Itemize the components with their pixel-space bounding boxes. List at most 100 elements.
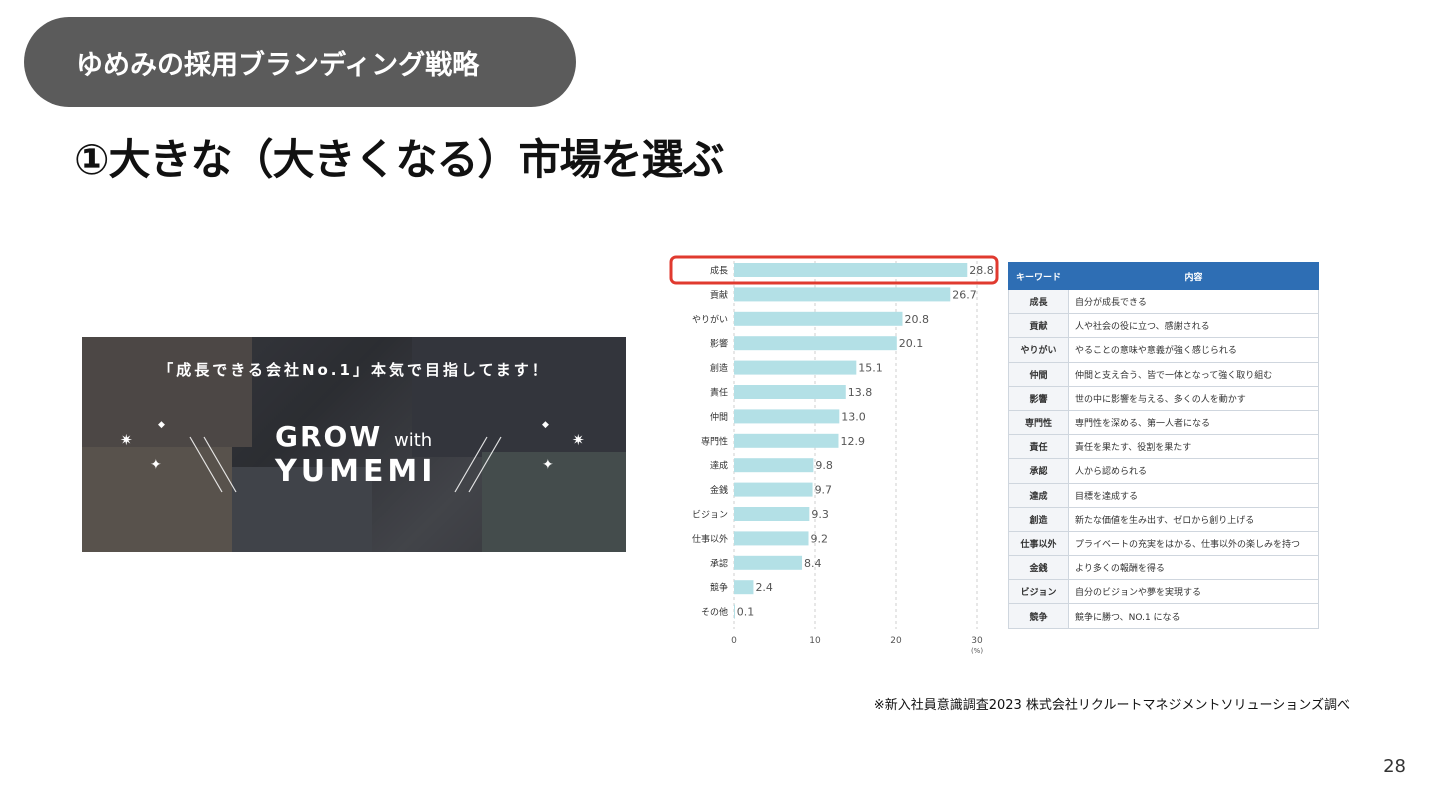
svg-text:✷: ✷ — [572, 431, 585, 449]
keyword-header: キーワード — [1008, 262, 1069, 290]
category-label: その他 — [701, 606, 728, 618]
keyword-cell: 仕事以外 — [1008, 530, 1069, 557]
category-label: 競争 — [710, 582, 728, 594]
keyword-cell: 承認 — [1008, 458, 1069, 484]
keyword-cell: 責任 — [1008, 434, 1069, 460]
keyword-cell: 貢献 — [1008, 313, 1069, 339]
bar — [734, 433, 839, 448]
description-cell: 人から認められる — [1068, 458, 1319, 484]
value-label: 9.7 — [815, 484, 833, 497]
value-label: 28.8 — [969, 264, 994, 277]
bar — [734, 482, 813, 497]
description-cell: プライベートの充実をはかる、仕事以外の楽しみを持つ — [1068, 530, 1319, 557]
category-label: 創造 — [710, 362, 728, 374]
description-cell: 新たな価値を生み出す、ゼロから創り上げる — [1068, 506, 1319, 532]
x-tick-label: 0 — [731, 636, 737, 646]
keyword-cell: 競争 — [1008, 603, 1069, 629]
description-cell: 人や社会の役に立つ、感謝される — [1068, 313, 1319, 339]
keyword-cell: 仲間 — [1008, 361, 1069, 387]
value-label: 2.4 — [755, 581, 773, 594]
keyword-table: キーワード 内容 成長 自分が成長できる 貢献 人や社会の役に立つ、感謝される やりがい… — [1008, 262, 1319, 629]
bar — [734, 409, 840, 424]
value-label: 9.2 — [811, 532, 829, 545]
table-row: ビジョン 自分のビジョンや夢を実現する — [1008, 579, 1319, 605]
category-label: 仲間 — [710, 411, 728, 423]
description-cell: 専門性を深める、第一人者になる — [1068, 409, 1319, 436]
banner-tagline: 「成長できる会社No.1」本気で目指してます！ — [158, 361, 550, 379]
photo-tile — [232, 467, 372, 552]
description-cell: より多くの報酬を得る — [1068, 555, 1319, 581]
value-label: 26.7 — [952, 288, 977, 301]
description-cell: 仲間と支え合う、皆で一体となって強く取り組む — [1068, 361, 1319, 387]
x-tick-label: 10 — [809, 636, 821, 646]
svg-text:◆: ◆ — [158, 420, 165, 430]
table-row: やりがい やることの意味や意義が強く感じられる — [1008, 337, 1319, 363]
x-tick-label: 20 — [890, 636, 902, 646]
bar — [734, 263, 968, 277]
keyword-cell: 達成 — [1008, 482, 1069, 508]
grow-with-yumemi-logo: GROW with YUMEMI — [275, 423, 436, 487]
description-cell: 自分が成長できる — [1068, 288, 1319, 315]
category-label: 金銭 — [710, 484, 728, 496]
svg-text:✷: ✷ — [120, 431, 133, 449]
keyword-cell: 金銭 — [1008, 555, 1069, 581]
value-label: 0.1 — [737, 606, 755, 619]
category-label: ビジョン — [692, 510, 728, 521]
table-row: 創造 新たな価値を生み出す、ゼロから創り上げる — [1008, 506, 1319, 532]
page-number: 28 — [1383, 756, 1406, 777]
description-cell: 自分のビジョンや夢を実現する — [1068, 579, 1319, 605]
table-row: 貢献 人や社会の役に立つ、感謝される — [1008, 313, 1319, 339]
bar — [734, 311, 903, 326]
svg-text:✦: ✦ — [542, 457, 554, 473]
bar — [734, 360, 857, 375]
table-row: 承認 人から認められる — [1008, 458, 1319, 484]
photo-tile — [82, 337, 252, 447]
logo-yumemi: YUMEMI — [275, 454, 437, 489]
bar — [734, 336, 897, 351]
photo-tile — [412, 337, 626, 457]
table-row: 成長 自分が成長できる — [1008, 288, 1319, 315]
table-row: 金銭 より多くの報酬を得る — [1008, 555, 1319, 581]
category-label: 承認 — [710, 557, 728, 569]
slide-title: ①大きな（大きくなる）市場を選ぶ — [74, 135, 725, 184]
value-label: 15.1 — [858, 362, 883, 375]
bar — [734, 287, 951, 302]
category-label: 専門性 — [701, 435, 728, 447]
source-note: ※新入社員意識調査2023 株式会社リクルートマネジメントソリューションズ調べ — [873, 698, 1350, 713]
section-title: ゆめみの採用ブランディング戦略 — [76, 49, 480, 81]
keyword-cell: 創造 — [1008, 506, 1069, 532]
description-header: 内容 — [1068, 262, 1319, 290]
keyword-cell: やりがい — [1008, 337, 1069, 363]
banner-decoration: ✷ ✦ ◆ ✷ ✦ ◆ — [120, 420, 585, 493]
unit-label: (%) — [971, 647, 983, 655]
bar — [734, 580, 754, 595]
table-row: 達成 目標を達成する — [1008, 482, 1319, 508]
value-label: 8.4 — [804, 557, 822, 570]
photo-tile — [82, 447, 232, 552]
keyword-cell: 影響 — [1008, 385, 1069, 411]
table-row: 仕事以外 プライベートの充実をはかる、仕事以外の楽しみを持つ — [1008, 530, 1319, 557]
category-label: 責任 — [710, 387, 728, 399]
table-row: 競争 競争に勝つ、NO.1 になる — [1008, 603, 1319, 629]
category-label: 成長 — [710, 265, 728, 277]
x-tick-label: 30 — [971, 636, 983, 646]
value-label: 12.9 — [840, 435, 865, 448]
keyword-cell: 専門性 — [1008, 409, 1069, 436]
bar — [734, 604, 735, 619]
motivation-bar-chart: 0 10 20 30(%) 成長 28.8 貢献 26.7 やりがい 20.8 影響 20.1 創造 15… — [669, 255, 999, 655]
bar — [734, 507, 810, 521]
bar — [734, 555, 803, 570]
svg-text:◆: ◆ — [542, 420, 549, 430]
table-row: 仲間 仲間と支え合う、皆で一体となって強く取り組む — [1008, 361, 1319, 387]
table-row: 専門性 専門性を深める、第一人者になる — [1008, 409, 1319, 436]
table-row: 責任 責任を果たす、役割を果たす — [1008, 434, 1319, 460]
description-cell: やることの意味や意義が強く感じられる — [1068, 337, 1319, 363]
svg-text:✦: ✦ — [150, 457, 162, 473]
value-label: 20.8 — [904, 313, 929, 326]
logo-grow: GROW — [275, 420, 383, 453]
description-cell: 競争に勝つ、NO.1 になる — [1068, 603, 1319, 629]
category-label: 影響 — [710, 338, 728, 350]
banner-overlay — [82, 337, 626, 552]
category-label: 達成 — [710, 460, 728, 472]
value-label: 9.8 — [815, 459, 833, 472]
